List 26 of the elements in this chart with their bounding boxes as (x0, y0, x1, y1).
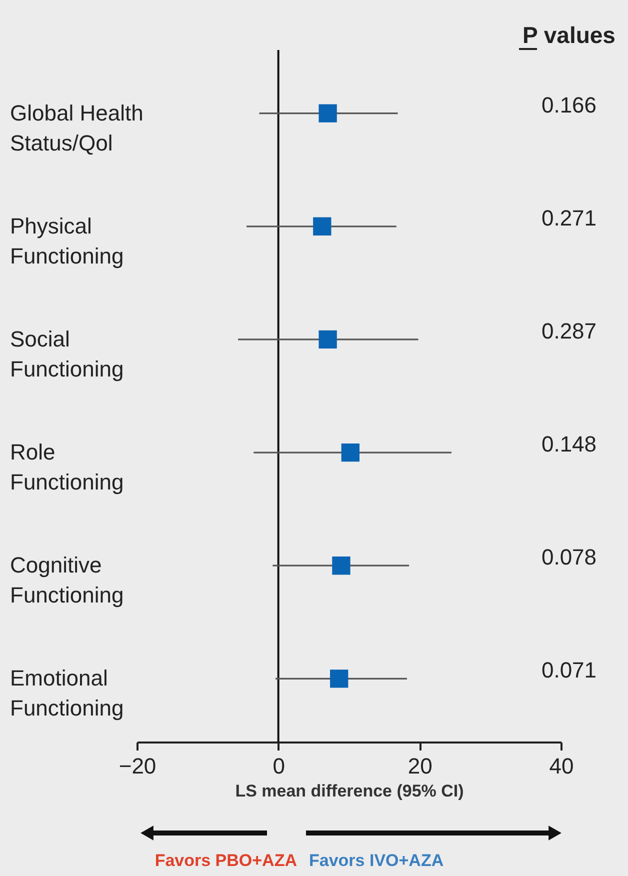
text: Favors PBO+AZA (154, 851, 297, 870)
annotation: 0.078 (541, 544, 597, 570)
point (313, 217, 332, 236)
y-tick-label: Role Functioning (10, 440, 124, 495)
text: Favors IVO+AZA (309, 851, 444, 870)
y-tick-label: Physical Functioning (10, 213, 124, 268)
point (318, 104, 337, 122)
point (341, 443, 360, 462)
x-tick-label: −20 (118, 754, 156, 778)
y-tick-label: Global Health Status/Qol (10, 100, 144, 156)
point (332, 556, 350, 575)
x-axis-title: LS mean difference (95% CI) (235, 782, 464, 800)
text: P values (522, 22, 616, 48)
annotation: 0.271 (541, 205, 597, 230)
annotation: 0.071 (541, 658, 597, 683)
x-tick-label: 0 (272, 754, 285, 778)
annotation: 0.287 (541, 318, 597, 344)
point (318, 330, 337, 349)
y-tick-label: Cognitive Functioning (10, 552, 124, 608)
point (330, 670, 348, 688)
y-tick-label: Emotional Functioning (10, 666, 124, 721)
y-tick-label: Social Functioning (10, 326, 124, 382)
annotation: 0.166 (541, 92, 597, 118)
x-tick-label: 20 (408, 754, 432, 778)
annotation: 0.148 (541, 432, 597, 457)
x-tick-label: 40 (549, 754, 574, 778)
